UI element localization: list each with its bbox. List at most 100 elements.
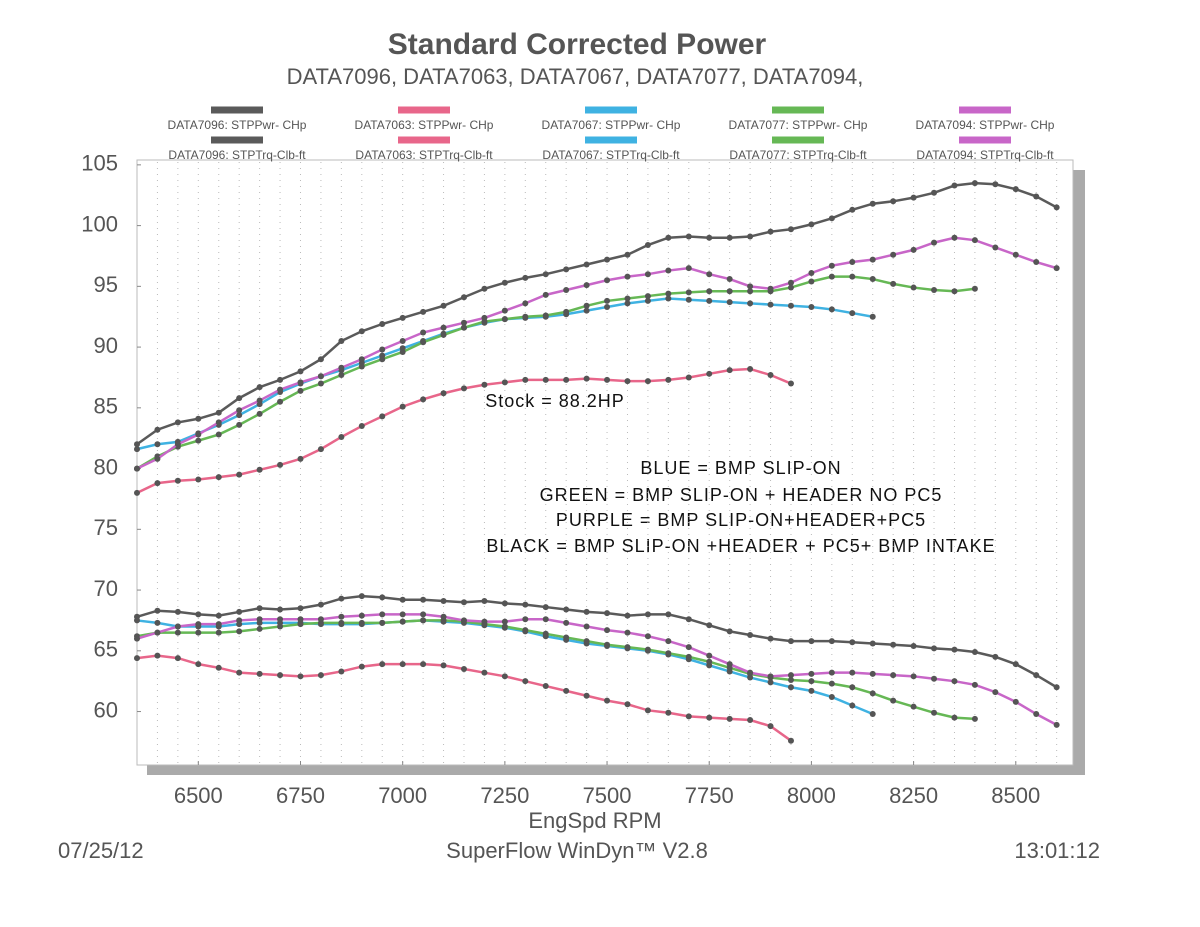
point [338,433,345,440]
point [726,661,733,668]
point [297,368,304,375]
point [767,679,774,686]
point [665,295,672,302]
point [644,707,651,714]
point [747,717,754,724]
point [726,628,733,635]
point [604,610,611,617]
point [910,703,917,710]
point [195,661,202,668]
point [624,273,631,280]
point [1033,710,1040,717]
point [849,310,856,317]
point [134,446,140,453]
point [563,308,570,315]
series-line [136,181,1058,446]
point [828,693,835,700]
point [828,273,835,280]
point [460,617,467,624]
point [460,385,467,392]
point [542,616,549,623]
point [501,307,508,314]
point [665,638,672,645]
point [828,215,835,222]
point [379,346,386,353]
point [236,412,243,419]
point [501,623,508,630]
point [215,664,222,671]
point [256,397,263,404]
point [501,316,508,323]
point [706,288,713,295]
point [215,431,222,438]
point [747,365,754,372]
point [808,638,815,645]
point [277,672,284,679]
point [481,597,488,604]
legend-label: DATA7094: STPPwr- CHp [916,118,1055,132]
point [420,329,427,336]
point [563,266,570,273]
point [747,300,754,307]
point [787,302,794,309]
point [624,378,631,385]
point [747,632,754,639]
point [706,234,713,241]
point [460,599,467,606]
point [420,617,427,624]
point [297,605,304,612]
point [624,612,631,619]
footer-date: 07/25/12 [58,838,144,863]
point [195,437,202,444]
point [277,461,284,468]
point [358,612,365,619]
point [869,690,876,697]
point [910,673,917,680]
point [624,629,631,636]
point [236,669,243,676]
point [644,633,651,640]
point [134,655,140,662]
point [583,307,590,314]
point [890,251,897,258]
point [644,271,651,278]
point [747,283,754,290]
point [787,380,794,387]
point [685,265,692,272]
point [256,410,263,417]
point [604,697,611,704]
point [460,666,467,673]
point [808,221,815,228]
y-tick-label: 80 [94,454,118,479]
point [767,723,774,730]
point [665,267,672,274]
point [154,619,161,626]
chart-subtitle: DATA7096, DATA7063, DATA7067, DATA7077, … [287,64,864,89]
y-tick-label: 75 [94,515,118,540]
point [665,376,672,383]
point [399,314,406,321]
point [951,678,958,685]
point [583,302,590,309]
point [522,678,529,685]
point [317,446,324,453]
point [583,375,590,382]
point [971,681,978,688]
point [297,455,304,462]
point [542,630,549,637]
point [338,372,345,379]
point [195,431,202,438]
point [522,376,529,383]
point [583,608,590,615]
y-tick-label: 65 [94,637,118,662]
point [174,623,181,630]
point [849,684,856,691]
x-tick-label: 6750 [276,783,325,808]
point [869,256,876,263]
point [134,489,140,496]
point [604,627,611,634]
point [195,476,202,483]
x-axis-label: EngSpd RPM [528,808,661,833]
point [134,635,140,642]
point [379,321,386,328]
